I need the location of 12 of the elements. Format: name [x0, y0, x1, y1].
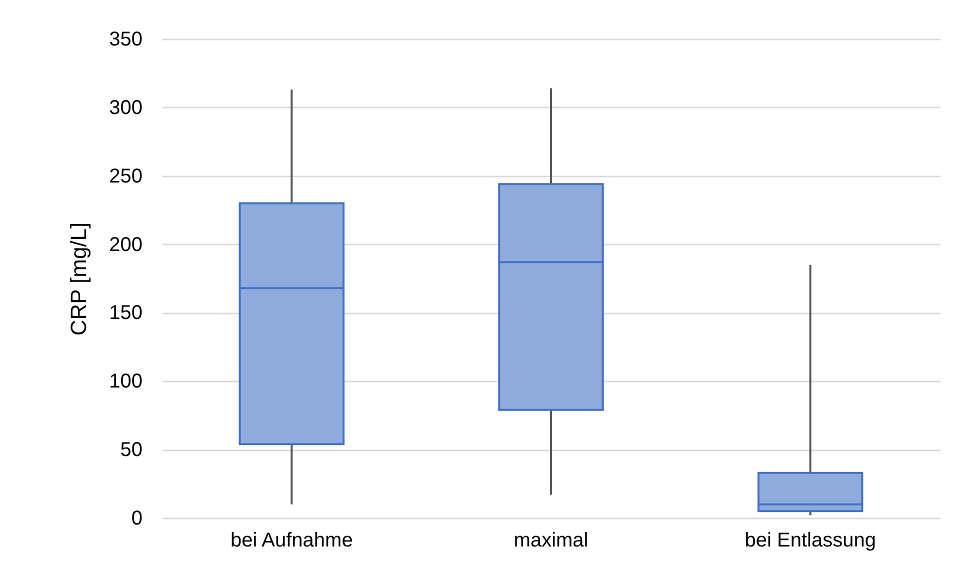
- x-tick-label: bei Entlassung: [744, 530, 876, 552]
- y-tick-label: 0: [131, 508, 142, 530]
- y-tick-label: 150: [109, 302, 142, 324]
- y-tick-label: 350: [109, 28, 142, 50]
- y-tick-label: 100: [109, 370, 142, 393]
- y-tick-label: 200: [109, 234, 142, 256]
- y-axis-title: CRP [mg/L]: [66, 222, 92, 336]
- y-tick-label: 50: [120, 439, 142, 462]
- y-tick-label: 250: [109, 165, 142, 188]
- y-tick-label: 300: [109, 96, 142, 119]
- x-tick-label: maximal: [514, 530, 588, 552]
- x-tick-label: bei Aufnahme: [230, 530, 353, 552]
